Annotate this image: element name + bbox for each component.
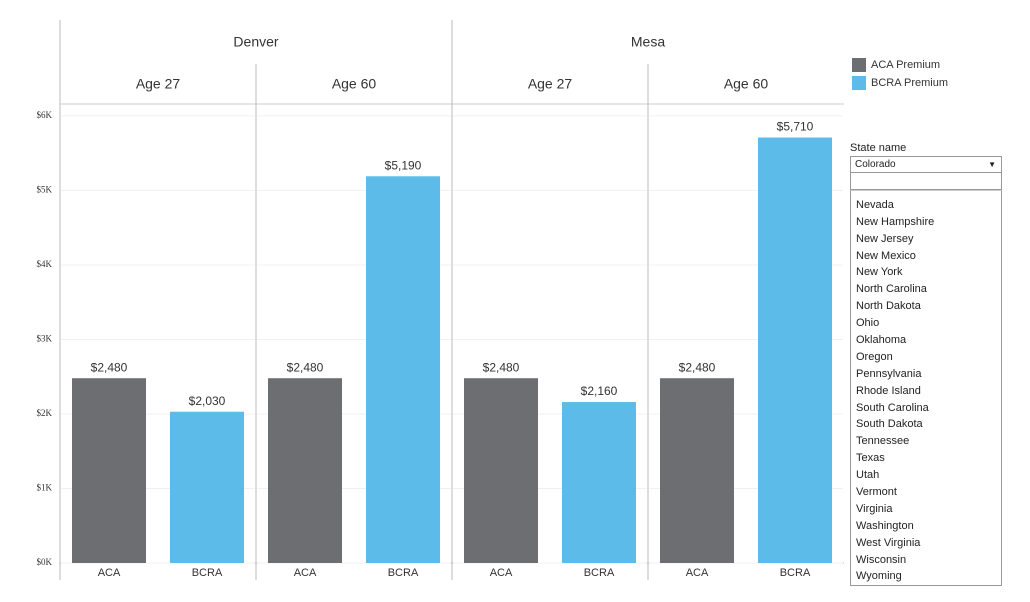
panel-title: Age 60 [724, 76, 769, 92]
bar [660, 378, 734, 563]
x-tick-label: ACA [686, 567, 709, 579]
column-header: Denver [233, 34, 278, 50]
bar [170, 411, 244, 563]
legend-swatch [852, 76, 866, 90]
value-label: $2,480 [287, 360, 324, 374]
filter-option[interactable]: Oklahoma [856, 334, 907, 347]
value-label: $2,030 [189, 394, 226, 408]
filter-option[interactable]: North Carolina [856, 283, 927, 296]
state-filter: State name Colorado ▼ NebraskaNevada New H… [850, 140, 1002, 586]
value-label: $2,480 [91, 360, 128, 374]
bar [758, 137, 832, 564]
filter-search[interactable] [850, 173, 1002, 190]
filter-option[interactable]: Texas [856, 452, 885, 465]
chart: Denver Mesa Age 27 $0K $1K $2K $3K $4K $5K $6K $2,… [37, 20, 844, 580]
filter-list: NebraskaNevada New Hampshire New Jersey New… [850, 190, 1002, 586]
x-tick-label: ACA [490, 567, 513, 579]
filter-option[interactable]: Tennessee [856, 435, 910, 448]
y-tick-label: $2K [37, 408, 53, 418]
legend: ACA Premium BCRA Premium [852, 58, 948, 90]
y-tick-label: $1K [37, 483, 53, 493]
legend-label: ACA Premium [871, 59, 940, 71]
value-label: $2,480 [483, 360, 520, 374]
legend-label: BCRA Premium [871, 77, 948, 89]
value-label: $5,710 [777, 120, 814, 134]
filter-option[interactable]: North Dakota [856, 300, 921, 313]
y-tick-label: $5K [37, 184, 53, 194]
x-tick-label: BCRA [192, 567, 223, 579]
value-label: $2,480 [679, 360, 716, 374]
filter-option[interactable]: Washington [856, 519, 914, 532]
filter-option[interactable]: New Jersey [856, 232, 914, 245]
bar [268, 378, 342, 563]
value-label: $2,160 [581, 384, 618, 398]
filter-option[interactable]: Wisconsin [856, 553, 907, 566]
filter-option[interactable]: Ohio [856, 317, 880, 330]
legend-swatch [852, 58, 866, 72]
filter-option[interactable]: Nebraska [851, 191, 1001, 197]
bar [464, 378, 538, 563]
filter-option[interactable]: Wyoming [856, 570, 902, 583]
filter-option[interactable]: Oregon [856, 350, 893, 363]
filter-label: State name [850, 142, 907, 154]
filter-option[interactable]: Vermont [856, 486, 897, 499]
value-label: $5,190 [385, 158, 422, 172]
filter-option[interactable]: South Dakota [856, 418, 923, 431]
bar [366, 176, 440, 564]
bar [72, 378, 146, 563]
filter-select[interactable]: Colorado ▼ [850, 156, 1002, 173]
y-tick-label: $0K [37, 557, 53, 567]
column-header: Mesa [631, 34, 665, 50]
dropdown-arrow: ▼ [988, 160, 996, 169]
filter-option[interactable]: New Mexico [856, 249, 916, 262]
x-tick-label: BCRA [584, 567, 615, 579]
panel-title: Age 60 [332, 76, 377, 92]
y-tick-label: $6K [37, 110, 53, 120]
panel-title: Age 27 [136, 76, 181, 92]
filter-option[interactable]: Pennsylvania [856, 367, 922, 380]
bar [562, 402, 636, 563]
x-tick-label: ACA [98, 567, 121, 579]
filter-option[interactable]: South Carolina [856, 401, 929, 414]
filter-option[interactable]: West Virginia [856, 536, 921, 549]
filter-option[interactable]: New Hampshire [856, 215, 935, 228]
x-tick-label: ACA [294, 567, 317, 579]
filter-option[interactable]: New York [856, 266, 903, 279]
filter-option[interactable]: Rhode Island [856, 384, 921, 397]
x-tick-label: BCRA [780, 567, 811, 579]
y-tick-label: $4K [37, 259, 53, 269]
filter-selected: Colorado [855, 159, 896, 170]
filter-option[interactable]: Virginia [856, 502, 893, 515]
filter-options: NebraskaNevada New Hampshire New Jersey New… [851, 191, 1001, 585]
filter-option[interactable]: Utah [856, 469, 880, 482]
x-tick-label: BCRA [388, 567, 419, 579]
y-tick-label: $3K [37, 334, 53, 344]
panel-title: Age 27 [528, 76, 573, 92]
filter-option[interactable]: Nevada [856, 198, 894, 211]
